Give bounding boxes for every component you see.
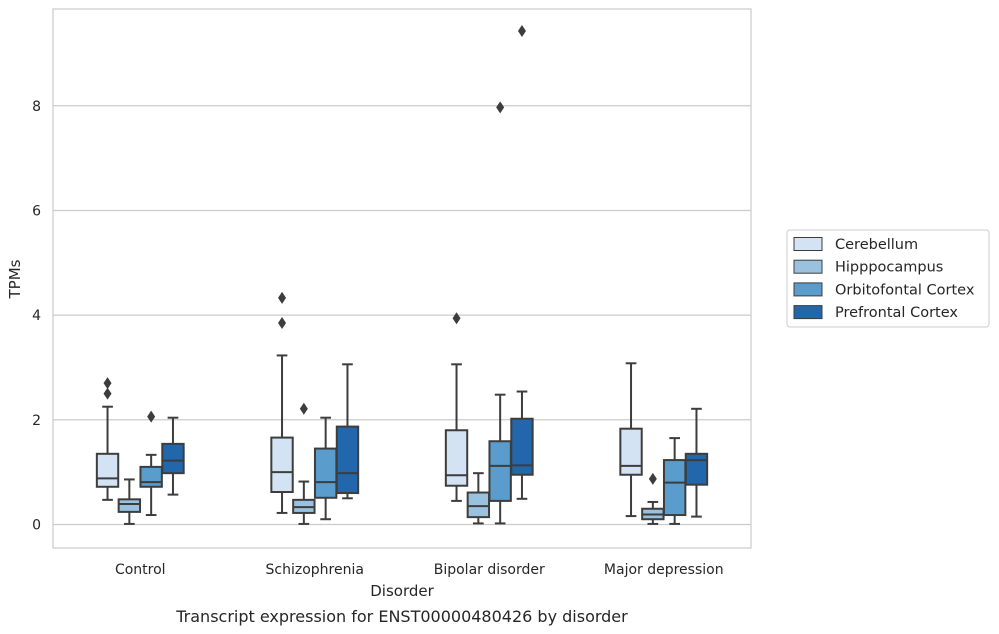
legend-label: Cerebellum — [835, 237, 918, 253]
x-tick-label: Major depression — [604, 562, 724, 578]
outlier-point — [496, 101, 505, 114]
legend-label: Orbitofontal Cortex — [835, 282, 975, 298]
box-body — [139, 465, 163, 488]
box-body — [335, 425, 360, 495]
box-body — [313, 447, 338, 499]
y-tick-label: 0 — [32, 517, 41, 533]
legend-label: Hipppocampus — [835, 260, 943, 276]
box — [335, 363, 360, 500]
box — [444, 312, 469, 502]
box — [684, 407, 709, 518]
box — [466, 472, 491, 525]
legend-item: Orbitofontal Cortex — [793, 282, 975, 298]
box-body — [117, 498, 142, 513]
legend-swatch — [793, 259, 823, 274]
legend-item: Cerebellum — [793, 237, 918, 253]
x-axis-title: Disorder — [370, 582, 434, 600]
box — [488, 101, 512, 525]
legend-swatch — [793, 305, 823, 320]
outlier-point — [103, 377, 112, 390]
box — [641, 472, 665, 525]
box-body — [466, 491, 491, 519]
box-body — [684, 452, 709, 486]
box-body — [444, 429, 469, 487]
box-series — [95, 291, 643, 518]
x-tick-label: Bipolar disorder — [434, 562, 545, 578]
outlier-point — [103, 387, 112, 400]
box — [662, 437, 687, 525]
legend: Cerebellum Hipppocampus Orbitofontal Corte… — [786, 229, 990, 328]
legend-item: Hipppocampus — [793, 259, 943, 276]
box — [95, 377, 120, 501]
box-series — [161, 24, 709, 518]
outlier-point — [147, 410, 156, 423]
box — [117, 478, 142, 525]
box — [313, 416, 338, 521]
legend-swatch — [793, 237, 823, 251]
box-series — [117, 402, 665, 525]
box-body — [510, 417, 534, 476]
legend-label: Prefrontal Cortex — [835, 305, 958, 321]
box — [270, 291, 294, 514]
box-body — [619, 427, 643, 476]
box — [161, 416, 185, 496]
y-tick-label: 8 — [32, 99, 41, 115]
box-body — [662, 459, 687, 517]
chart-caption: Transcript expression for ENST0000048042… — [175, 607, 628, 626]
legend-item: Prefrontal Cortex — [793, 305, 958, 321]
y-tick-labels: 0 2 4 6 8 — [32, 99, 41, 534]
box-series-layer — [95, 24, 709, 525]
box-body — [488, 440, 512, 502]
box-series — [139, 101, 687, 525]
box — [139, 410, 163, 517]
box — [292, 402, 316, 525]
outlier-point — [299, 402, 308, 415]
y-tick-label: 2 — [32, 413, 41, 429]
y-tick-label: 4 — [32, 308, 41, 324]
outlier-point — [648, 472, 657, 485]
legend-swatch — [793, 282, 823, 297]
box-body — [161, 442, 185, 475]
legend-frame — [786, 229, 990, 328]
box-body — [270, 436, 294, 494]
x-tick-label: Schizophrenia — [266, 562, 364, 578]
x-tick-label: Control — [115, 562, 166, 578]
x-tick-labels: Control Schizophrenia Bipolar disorder Majo… — [115, 562, 724, 578]
y-tick-label: 6 — [32, 203, 41, 219]
box — [510, 24, 534, 500]
outlier-point — [452, 312, 461, 325]
box — [619, 362, 643, 518]
outlier-point — [278, 291, 287, 304]
y-axis-title: TPMs — [6, 259, 24, 299]
box-body — [95, 452, 120, 488]
outlier-point — [517, 24, 526, 37]
gridlines — [53, 105, 751, 526]
plot-area-frame — [52, 8, 752, 549]
outlier-point — [278, 316, 287, 329]
